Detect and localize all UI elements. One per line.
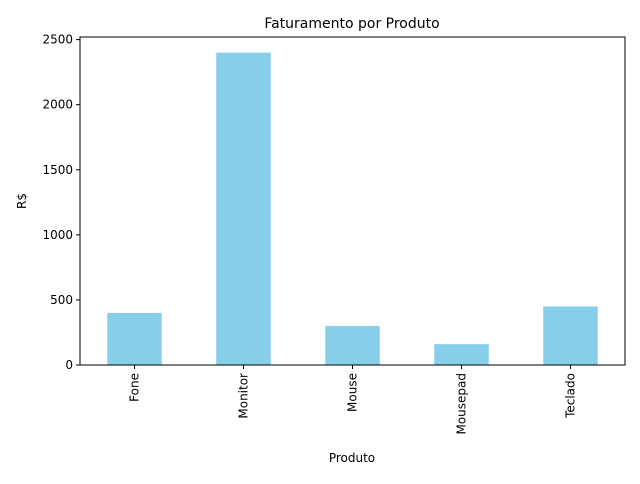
y-tick-label: 1500 bbox=[42, 163, 73, 177]
bar-teclado bbox=[543, 306, 598, 365]
y-axis-ticks: 0 500 1000 1500 2000 2500 bbox=[42, 33, 80, 372]
x-tick-label: Mouse bbox=[346, 373, 360, 412]
x-tick-label: Mousepad bbox=[455, 373, 469, 435]
bars-group bbox=[107, 52, 598, 365]
y-tick-label: 2500 bbox=[42, 33, 73, 47]
y-tick-label: 500 bbox=[50, 293, 73, 307]
bar-monitor bbox=[216, 52, 271, 365]
x-axis-ticks: Fone Monitor Mouse Mousepad Teclado bbox=[128, 365, 578, 435]
plot-frame bbox=[79, 36, 626, 366]
y-axis-label: R$ bbox=[15, 193, 29, 209]
bar-fone bbox=[107, 312, 162, 365]
x-axis-label: Produto bbox=[329, 451, 375, 465]
y-tick-label: 2000 bbox=[42, 98, 73, 112]
chart-title: Faturamento por Produto bbox=[264, 16, 439, 32]
x-tick-label: Teclado bbox=[564, 373, 578, 419]
x-tick-label: Monitor bbox=[237, 373, 251, 419]
y-tick-label: 0 bbox=[65, 358, 73, 372]
x-tick-label: Fone bbox=[128, 373, 142, 402]
bar-mouse bbox=[325, 325, 380, 365]
y-tick-label: 1000 bbox=[42, 228, 73, 242]
bar-mousepad bbox=[434, 344, 489, 365]
